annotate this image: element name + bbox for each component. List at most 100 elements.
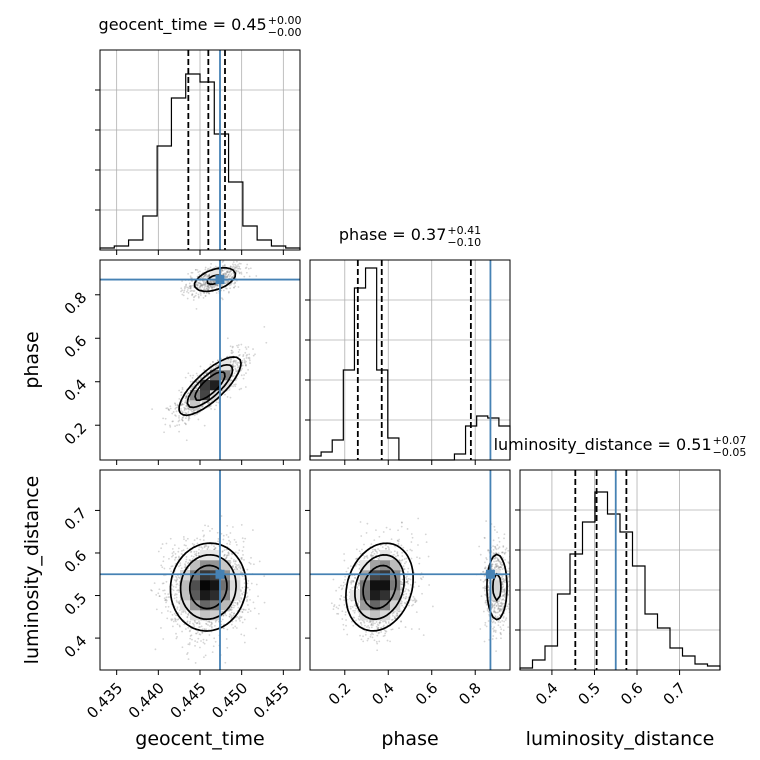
sample-point: [365, 532, 368, 534]
sample-point: [255, 275, 258, 277]
sample-point: [224, 272, 226, 275]
sample-point: [341, 610, 344, 613]
sample-point: [225, 614, 228, 617]
sample-point: [496, 557, 499, 560]
sample-point: [241, 586, 244, 589]
sample-point: [421, 592, 423, 595]
sample-point: [175, 579, 178, 582]
sample-point: [206, 547, 209, 550]
sample-point: [394, 616, 396, 619]
sample-point: [164, 423, 167, 426]
sample-point: [358, 561, 361, 563]
sample-point: [501, 607, 504, 610]
sample-point: [483, 589, 486, 592]
sample-point: [501, 551, 504, 554]
sample-point: [236, 265, 239, 268]
sample-point: [229, 613, 231, 616]
sample-point: [414, 600, 417, 603]
sample-point: [169, 537, 172, 540]
sample-point: [362, 635, 364, 638]
sample-point: [182, 536, 185, 538]
sample-point: [180, 552, 183, 555]
sample-point: [151, 589, 153, 592]
sample-point: [376, 634, 379, 637]
sample-point: [499, 560, 501, 563]
sample-point: [204, 266, 207, 269]
sample-point: [176, 578, 179, 581]
sample-point: [484, 624, 487, 626]
sample-point: [188, 417, 191, 420]
sample-point: [191, 542, 194, 545]
sample-point: [361, 548, 363, 551]
sample-point: [210, 543, 213, 546]
sample-point: [208, 284, 210, 287]
sample-point: [499, 626, 502, 629]
sample-point: [224, 275, 227, 278]
sample-point: [169, 425, 172, 428]
sample-point: [377, 626, 380, 629]
sample-point: [400, 586, 403, 589]
sample-point: [497, 607, 500, 609]
sample-point: [501, 576, 503, 579]
sample-point: [244, 364, 247, 367]
sample-point: [237, 361, 240, 364]
sample-point: [373, 552, 376, 555]
sample-point: [493, 609, 495, 612]
sample-point: [205, 288, 208, 291]
sample-point: [161, 566, 164, 569]
sample-point: [221, 610, 224, 613]
sample-point: [390, 619, 393, 621]
sample-point: [241, 621, 244, 624]
sample-point: [494, 565, 497, 568]
sample-point: [212, 361, 214, 364]
sample-point: [484, 567, 487, 570]
sample-point: [186, 652, 189, 654]
sample-point: [204, 274, 206, 277]
sample-point: [502, 602, 504, 605]
sample-point: [504, 608, 507, 611]
density-bin: [210, 610, 221, 621]
sample-point: [401, 581, 404, 584]
sample-point: [226, 274, 229, 277]
sample-point: [227, 281, 230, 284]
sample-point: [244, 346, 247, 349]
sample-point: [355, 607, 358, 610]
sample-point: [177, 601, 180, 604]
sample-point: [185, 423, 187, 426]
sample-point: [497, 560, 500, 562]
sample-point: [493, 529, 496, 531]
density-bin: [200, 380, 211, 391]
sample-point: [482, 610, 485, 613]
sample-point: [176, 583, 179, 585]
sample-point: [205, 285, 208, 288]
sample-point: [150, 589, 152, 591]
sample-point: [192, 374, 195, 377]
sample-point: [249, 562, 252, 565]
sample-point: [200, 284, 203, 287]
sample-point: [500, 601, 503, 604]
sample-point: [491, 604, 494, 607]
sample-point: [377, 627, 379, 629]
sample-point: [376, 552, 379, 554]
sample-point: [205, 275, 208, 278]
sample-point: [174, 408, 177, 410]
sample-point: [250, 582, 253, 585]
sample-point: [212, 285, 215, 288]
sample-point: [182, 403, 185, 406]
sample-point: [240, 374, 243, 377]
sample-point: [173, 612, 176, 615]
sample-point: [240, 369, 242, 372]
sample-point: [185, 283, 188, 286]
sample-point: [236, 363, 238, 366]
x-tick-label-phase: 0.4: [368, 679, 398, 709]
sample-point: [181, 419, 184, 422]
density-bin: [370, 580, 381, 591]
sample-point: [203, 628, 206, 630]
sample-point: [395, 555, 397, 558]
sample-point: [199, 538, 202, 541]
sample-point: [427, 555, 430, 558]
sample-point: [195, 632, 197, 635]
sample-point: [424, 533, 427, 536]
sample-point: [495, 565, 498, 567]
sample-point: [239, 619, 241, 622]
